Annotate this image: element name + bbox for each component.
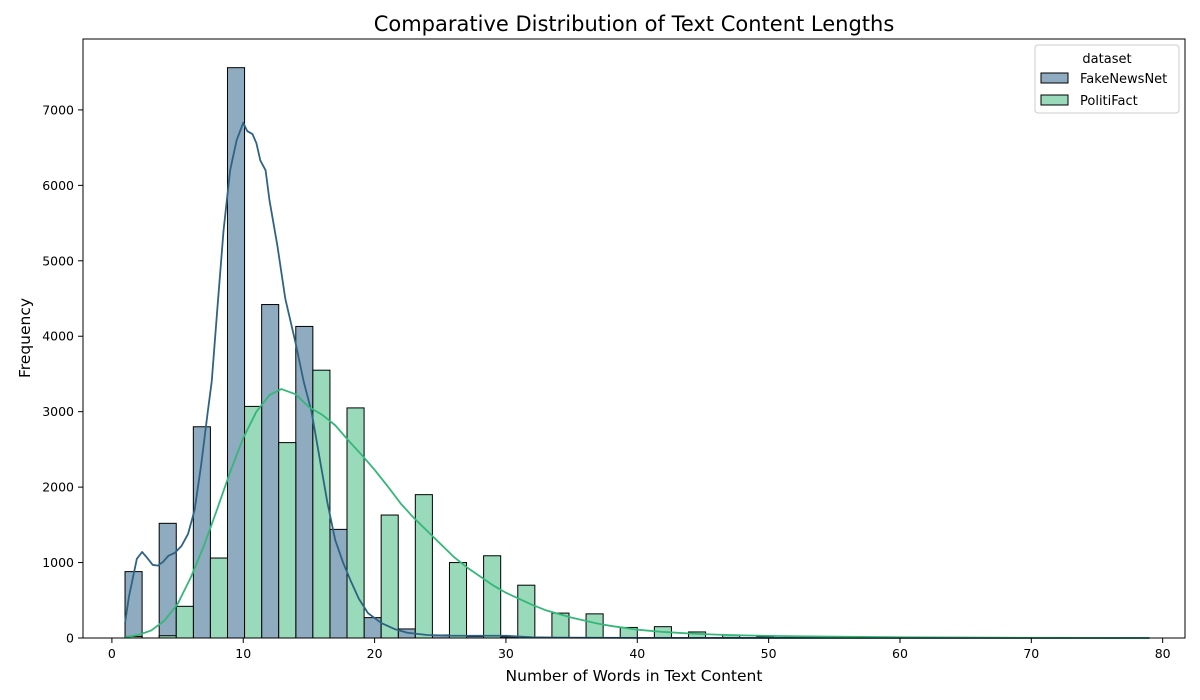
- kde-line-fakenewsnet: [124, 121, 1150, 639]
- y-tick-label-6000: 6000: [42, 178, 74, 193]
- y-axis-title: Frequency: [16, 298, 34, 378]
- y-tick-label-0: 0: [66, 631, 74, 646]
- legend-swatch-politifact: [1040, 94, 1069, 106]
- bar-fakenewsnet-6: [329, 528, 348, 639]
- legend-label-politifact: PolitiFact: [1080, 94, 1138, 109]
- plot-frame: [82, 38, 1186, 639]
- y-tick-label-5000: 5000: [42, 253, 74, 268]
- bar-fakenewsnet-3: [226, 67, 246, 639]
- chart-title: Comparative Distribution of Text Content…: [374, 12, 895, 36]
- bar-politifact-10: [448, 562, 468, 639]
- x-tick-label-60: 60: [892, 646, 908, 661]
- x-tick-label-30: 30: [498, 646, 514, 661]
- x-tick-label-20: 20: [367, 646, 383, 661]
- legend: dataset FakeNewsNet PolitiFact: [1034, 44, 1180, 114]
- bar-politifact-9: [414, 494, 433, 639]
- x-tick-label-0: 0: [108, 646, 116, 661]
- x-tick-label-70: 70: [1023, 646, 1039, 661]
- kde-layer: [124, 121, 1150, 639]
- y-tick-label-1000: 1000: [42, 555, 74, 570]
- y-tick-label-2000: 2000: [42, 480, 74, 495]
- bar-politifact-12: [517, 584, 536, 639]
- bar-politifact-11: [483, 555, 502, 639]
- legend-box: [1034, 44, 1180, 114]
- x-axis-title: Number of Words in Text Content: [506, 667, 763, 685]
- x-tick-label-10: 10: [235, 646, 251, 661]
- bar-politifact-2: [175, 605, 194, 639]
- legend-title: dataset: [1082, 52, 1131, 67]
- bar-fakenewsnet-4: [261, 304, 280, 639]
- bar-politifact-14: [585, 613, 604, 639]
- bar-fakenewsnet-5: [295, 325, 314, 639]
- y-tick-label-3000: 3000: [42, 404, 74, 419]
- kde-line-politifact: [124, 388, 1150, 639]
- legend-label-fakenewsnet: FakeNewsNet: [1080, 72, 1167, 87]
- y-tick-label-4000: 4000: [42, 329, 74, 344]
- bar-fakenewsnet-1: [158, 522, 177, 639]
- x-tick-label-40: 40: [629, 646, 645, 661]
- y-tick-label-7000: 7000: [42, 102, 74, 117]
- bar-politifact-4: [244, 405, 263, 639]
- bar-politifact-8: [380, 514, 399, 639]
- bars-layer: [124, 67, 946, 639]
- legend-swatch-fakenewsnet: [1040, 72, 1069, 84]
- x-tick-label-80: 80: [1155, 646, 1171, 661]
- x-tick-label-50: 50: [761, 646, 777, 661]
- bar-politifact-3: [209, 557, 228, 639]
- bar-politifact-5: [278, 442, 297, 639]
- ticks-layer: 0 10 20 30 40 50 60 70 80 0 1000 2000 3000 4000 5000 60…: [42, 102, 1170, 661]
